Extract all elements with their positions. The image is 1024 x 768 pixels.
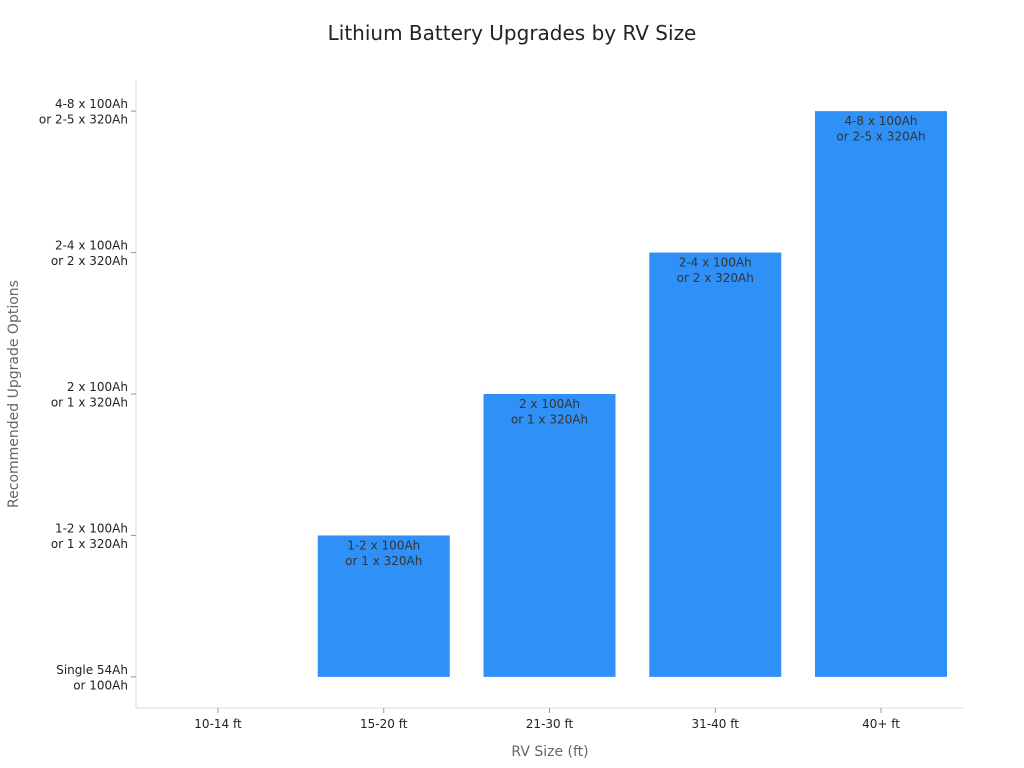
y-tick-label-line: Single 54Ah [56,663,128,677]
x-tick-label-5: 40+ ft [862,717,900,731]
bar-label-4: 2-4 x 100Ah or 2 x 320Ah [677,256,754,286]
bars-group [317,111,947,677]
y-tick-label-line: or 2-5 x 320Ah [39,113,128,127]
bar-label-5: 4-8 x 100Ah or 2-5 x 320Ah [836,114,925,144]
bar-label-line: 2-4 x 100Ah [679,256,752,270]
y-tick-label-1: Single 54Ah or 100Ah [56,663,128,693]
y-tick-label-5: 4-8 x 100Ah or 2-5 x 320Ah [39,97,128,127]
y-tick-label-line: 2-4 x 100Ah [55,239,128,253]
y-tick-label-line: or 2 x 320Ah [51,254,128,268]
y-tick-label-line: or 1 x 320Ah [51,537,128,551]
x-tick-label-2: 15-20 ft [360,717,408,731]
bar-label-2: 1-2 x 100Ah or 1 x 320Ah [345,538,422,568]
x-tick-label-4: 31-40 ft [692,717,740,731]
bar-4 [649,252,782,677]
y-tick-label-line: 1-2 x 100Ah [55,521,128,535]
y-tick-label-line: 2 x 100Ah [67,380,128,394]
y-tick-label-line: or 100Ah [73,678,128,692]
bar-label-line: or 1 x 320Ah [345,554,422,568]
x-ticks-group: 10-14 ft 15-20 ft 21-30 ft 31-40 ft 40+ ft [194,708,900,731]
x-axis-title: RV Size (ft) [511,744,588,760]
bar-label-line: or 2 x 320Ah [677,271,754,285]
bar-label-line: 1-2 x 100Ah [347,538,420,552]
bar-label-3: 2 x 100Ah or 1 x 320Ah [511,397,588,427]
y-tick-label-line: 4-8 x 100Ah [55,97,128,111]
bar-label-line: or 2-5 x 320Ah [836,130,925,144]
bar-2 [317,535,450,677]
y-ticks-group: Single 54Ah or 100Ah 1-2 x 100Ah or 1 x 320… [39,97,136,692]
bar-3 [483,394,616,677]
y-axis-title: Recommended Upgrade Options [6,280,22,508]
bar-label-line: 4-8 x 100Ah [844,114,917,128]
y-tick-label-line: or 1 x 320Ah [51,396,128,410]
bar-label-line: 2 x 100Ah [519,397,580,411]
y-tick-label-4: 2-4 x 100Ah or 2 x 320Ah [51,239,128,269]
bar-5 [815,111,947,677]
y-tick-label-2: 1-2 x 100Ah or 1 x 320Ah [51,521,128,551]
y-tick-label-3: 2 x 100Ah or 1 x 320Ah [51,380,128,410]
x-tick-label-1: 10-14 ft [194,717,242,731]
x-tick-label-3: 21-30 ft [526,717,574,731]
bar-labels-group: 1-2 x 100Ah or 1 x 320Ah 2 x 100Ah or 1 x 3… [345,114,925,568]
bar-label-line: or 1 x 320Ah [511,413,588,427]
chart-title: Lithium Battery Upgrades by RV Size [328,21,697,45]
